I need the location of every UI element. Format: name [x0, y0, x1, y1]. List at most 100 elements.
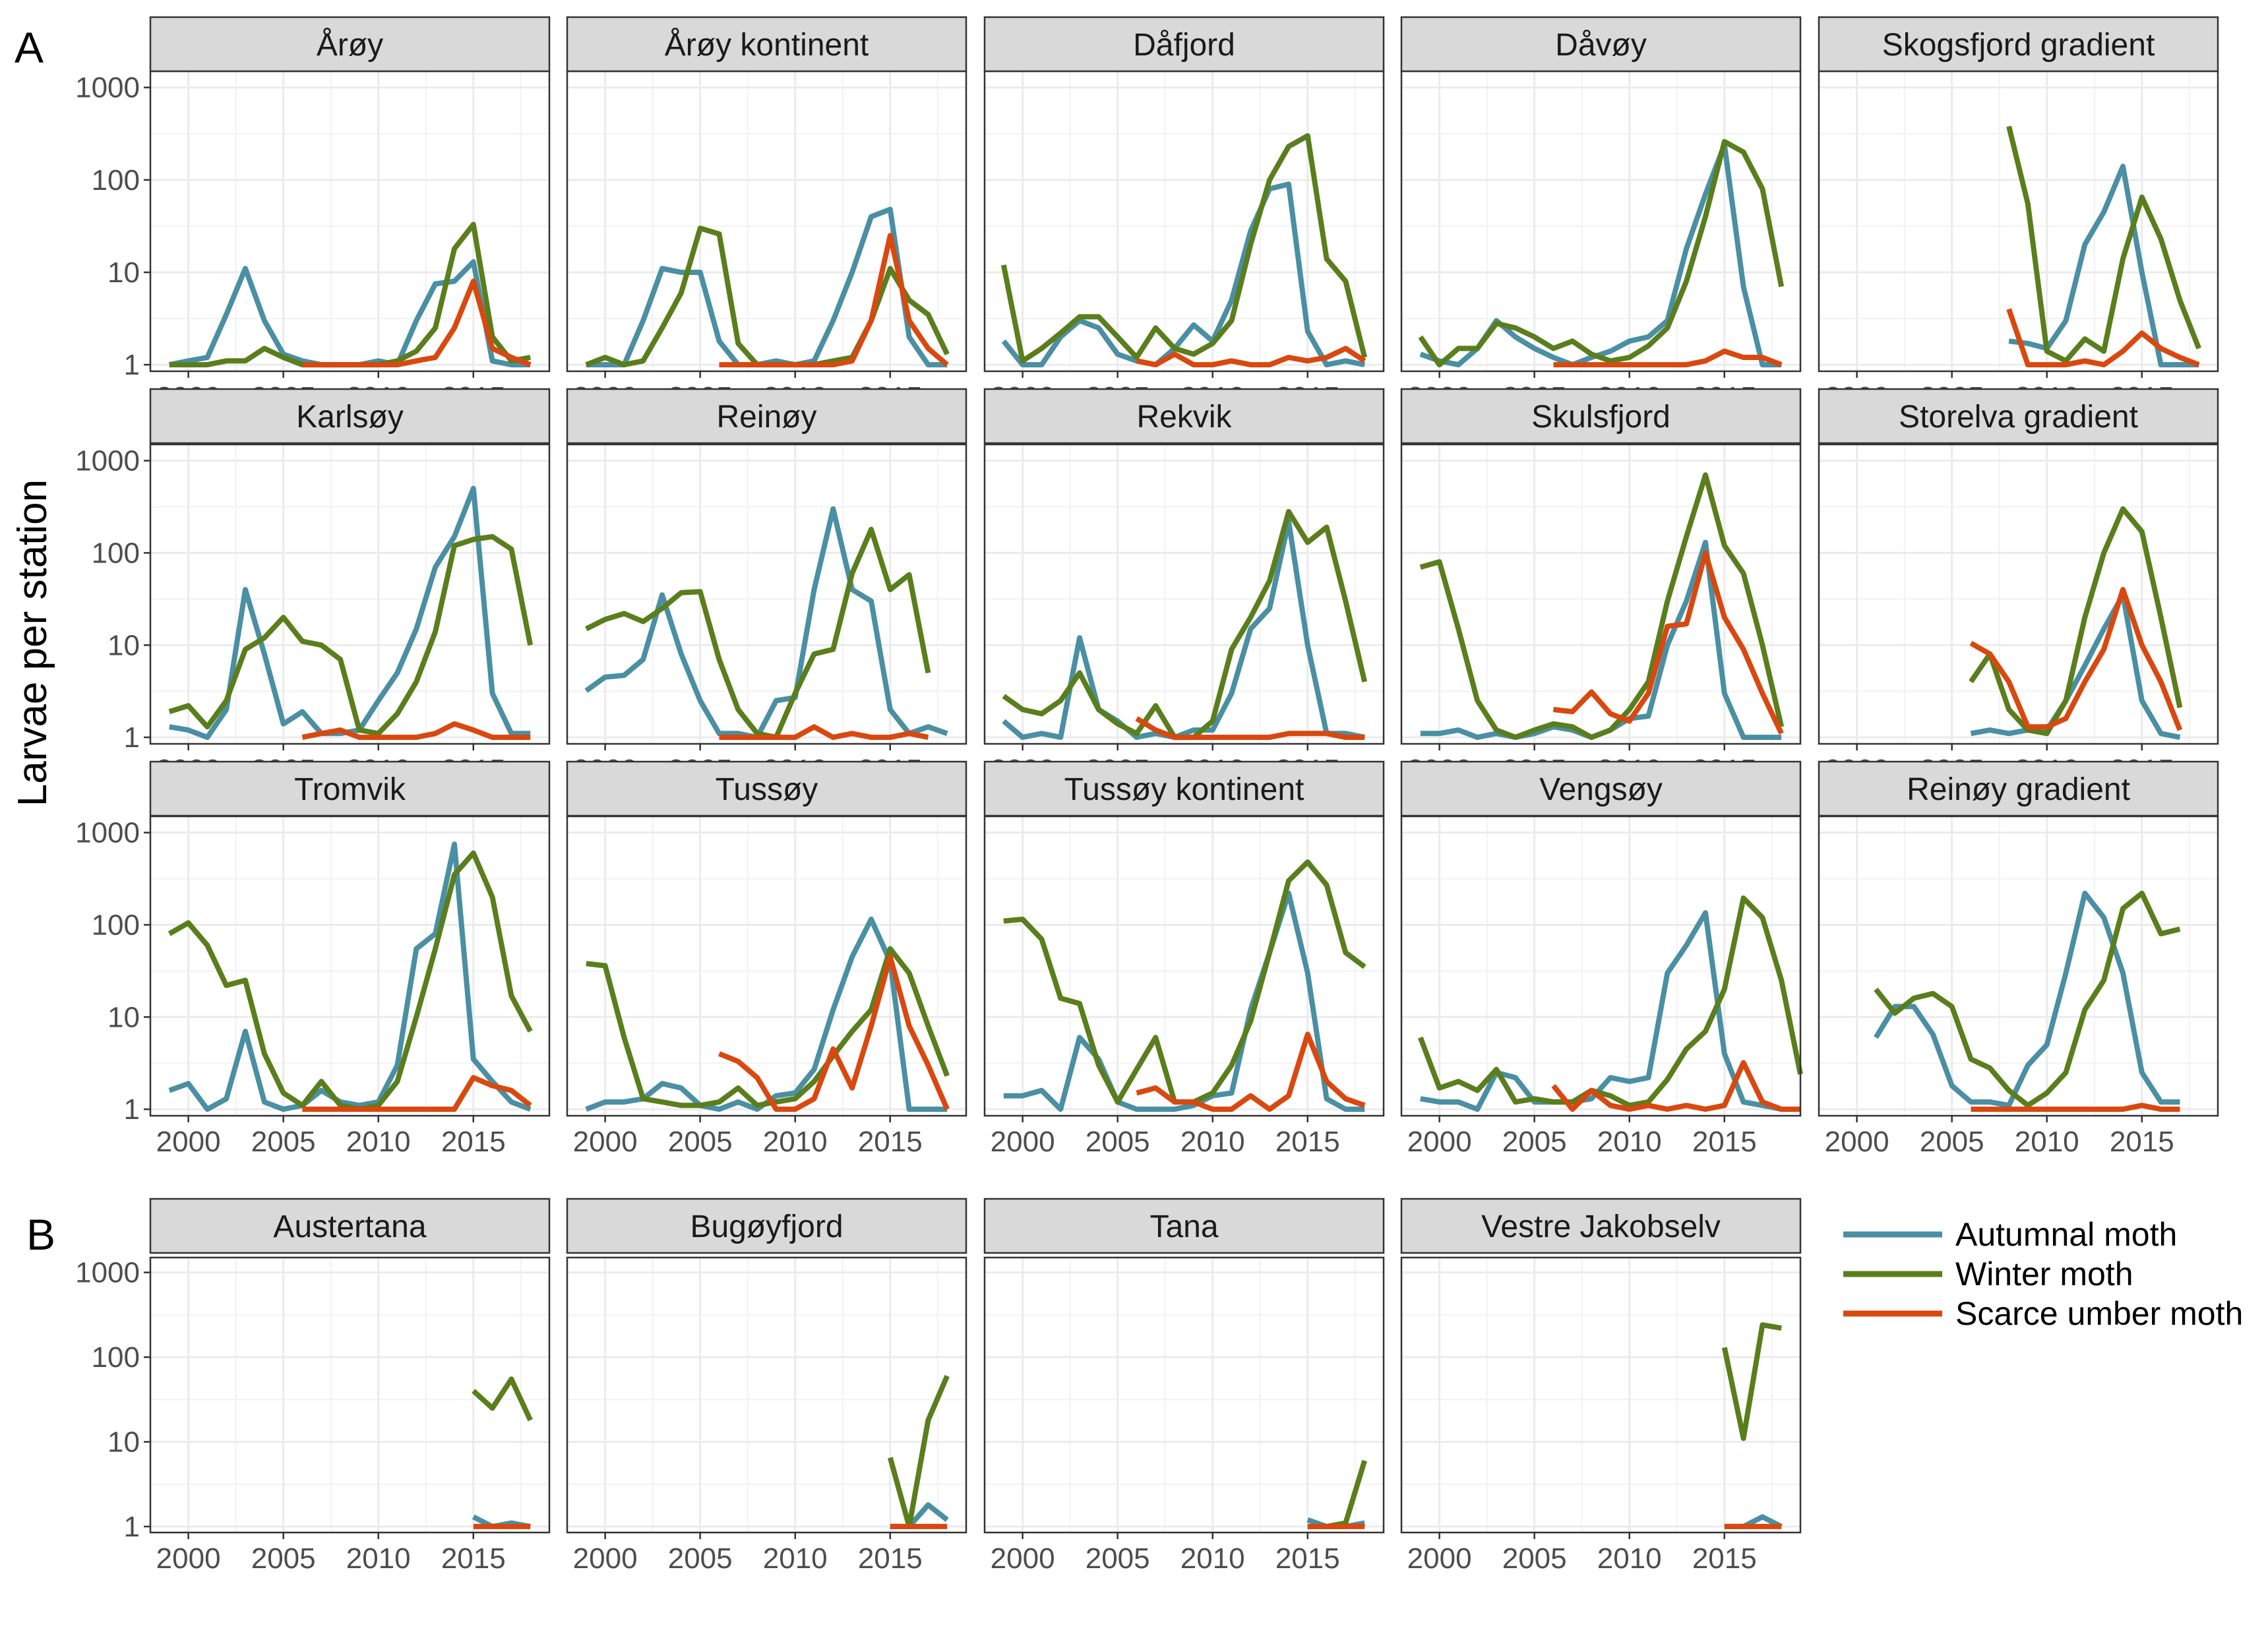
panel-background [150, 1258, 549, 1533]
facet-strip [1400, 1198, 1802, 1254]
x-tick-label: 2015 [858, 1126, 923, 1158]
panel-label-a: A [15, 23, 44, 72]
series-line-winter [1969, 506, 2183, 737]
facet-title: Dåfjord [1133, 28, 1235, 63]
series-line-winter [1418, 138, 1785, 368]
series-line-winter [585, 526, 931, 741]
facet-title: Tussøy [716, 772, 818, 807]
facet-title: Tana [1149, 1209, 1218, 1244]
series-line-winter [168, 533, 534, 737]
x-tick-label: 2015 [1275, 1542, 1340, 1575]
panel-background [567, 1258, 966, 1533]
series-line-winter [887, 1375, 950, 1529]
series-line-winter [1418, 895, 1803, 1109]
panel-border [1400, 443, 1802, 745]
x-tick-label: 2005 [1502, 1542, 1567, 1575]
panel-aroy: Årøy11010010002000200520102015 [75, 16, 551, 413]
x-tick-label: 2010 [1597, 1126, 1662, 1158]
x-tick-label: 2010 [1597, 1542, 1662, 1575]
series-line-winter [1000, 133, 1368, 364]
panel-border [1400, 1256, 1802, 1534]
series-line-autumnal [584, 506, 948, 741]
panel-background [1401, 444, 1800, 744]
series-line-scarce [301, 721, 531, 741]
series-line-scarce [1136, 1031, 1366, 1112]
panel-border [983, 1256, 1385, 1534]
panel-vestre-jakobselv: Vestre Jakobselv 2000 2005 2010 2015 [1400, 1198, 1802, 1575]
y-tick-label: 1 [124, 1511, 140, 1543]
facet-title: Bugøyfjord [690, 1209, 843, 1244]
y-tick-label: 1 [124, 721, 140, 754]
y-tick-label: 1000 [75, 1257, 140, 1289]
x-tick-label: 2015 [441, 1126, 506, 1158]
facet-title: Årøy kontinent [665, 28, 869, 63]
x-tick-label: 2010 [1180, 1542, 1245, 1575]
panel-tana: Tana 2000 2005 2010 2015 [983, 1198, 1385, 1575]
panel-karlsoy: Karlsøy11010010002000200520102015 [75, 388, 551, 786]
series-line-winter [2006, 125, 2201, 364]
legend-item-winter: Winter moth [1843, 1256, 2133, 1292]
y-tick-label: 10 [107, 1001, 140, 1033]
series-line-winter [472, 1376, 533, 1422]
series-line-winter [1721, 1322, 1782, 1442]
facet-title: Skulsfjord [1531, 400, 1670, 435]
x-tick-label: 2015 [1275, 1126, 1340, 1158]
x-tick-label: 2000 [1407, 1542, 1472, 1575]
x-tick-label: 2000 [991, 1542, 1055, 1575]
y-tick-label: 1000 [75, 445, 140, 477]
series-line-scarce [718, 954, 950, 1112]
facet-strip [566, 388, 967, 444]
x-tick-label: 2000 [573, 1542, 638, 1575]
x-tick-label: 2005 [251, 1542, 316, 1575]
series-line-autumnal [1003, 890, 1365, 1112]
facet-strip [1400, 388, 1802, 444]
legend-label-autumnal: Autumnal moth [1955, 1216, 2177, 1253]
facet-strip [149, 760, 551, 817]
panel-davoy: Dåvøy2000200520102015 [1400, 16, 1802, 413]
series-line-scarce [1551, 1060, 1800, 1112]
x-tick-label: 2015 [858, 1542, 923, 1575]
series-line-scarce [302, 1075, 532, 1112]
series-line-scarce [1553, 348, 1783, 368]
panel-background [567, 71, 966, 371]
facet-title: Tromvik [294, 772, 406, 807]
facet-title: Vestre Jakobselv [1481, 1209, 1721, 1244]
facet-strip [983, 760, 1385, 817]
panel-background [1819, 816, 2218, 1116]
facet-strip [149, 1198, 551, 1254]
panel-reinoy: Reinøy2000200520102015 [566, 388, 967, 786]
facet-strip [566, 760, 967, 817]
x-tick-label: 2010 [2015, 1126, 2079, 1158]
facet-strip [983, 388, 1385, 444]
series-line-scarce [719, 233, 949, 368]
x-tick-label: 2000 [156, 1542, 221, 1575]
series-line-scarce [1971, 1103, 2180, 1112]
y-tick-label: 100 [92, 164, 140, 197]
series-line-winter [1874, 890, 2181, 1109]
y-tick-label: 1000 [75, 72, 140, 104]
panel-vengsoy: Vengsøy 2000 2005 2010 2015 [1400, 760, 1803, 1158]
panel-background [985, 71, 1384, 371]
panel-bugoyfjord: Bugøyfjord 2000 2005 2010 2015 [566, 1198, 967, 1575]
panel-austertana: Austertana 1 10 100 1000 2000 2005 2010 2015 [75, 1198, 551, 1575]
facet-strip [1400, 760, 1802, 817]
panel-border [983, 443, 1385, 745]
x-tick-label: 2005 [1920, 1126, 1984, 1158]
x-tick-label: 2015 [1692, 1126, 1757, 1158]
x-tick-label: 2005 [1086, 1542, 1150, 1575]
y-tick-label: 10 [107, 1426, 140, 1458]
panel-label-b: B [26, 1210, 55, 1259]
facet-strip [1818, 760, 2219, 817]
series-line-autumnal [1002, 518, 1365, 741]
legend-item-autumnal: Autumnal moth [1843, 1216, 2177, 1253]
series-line-scarce [1135, 716, 1365, 741]
facet-title: Storelva gradient [1899, 400, 2138, 435]
panel-background [150, 816, 549, 1116]
y-axis-label: Larvae per station [10, 479, 55, 806]
series-line-autumnal [1420, 910, 1782, 1112]
series-line-scarce [1136, 346, 1366, 368]
series-line-scarce [1969, 587, 2183, 731]
